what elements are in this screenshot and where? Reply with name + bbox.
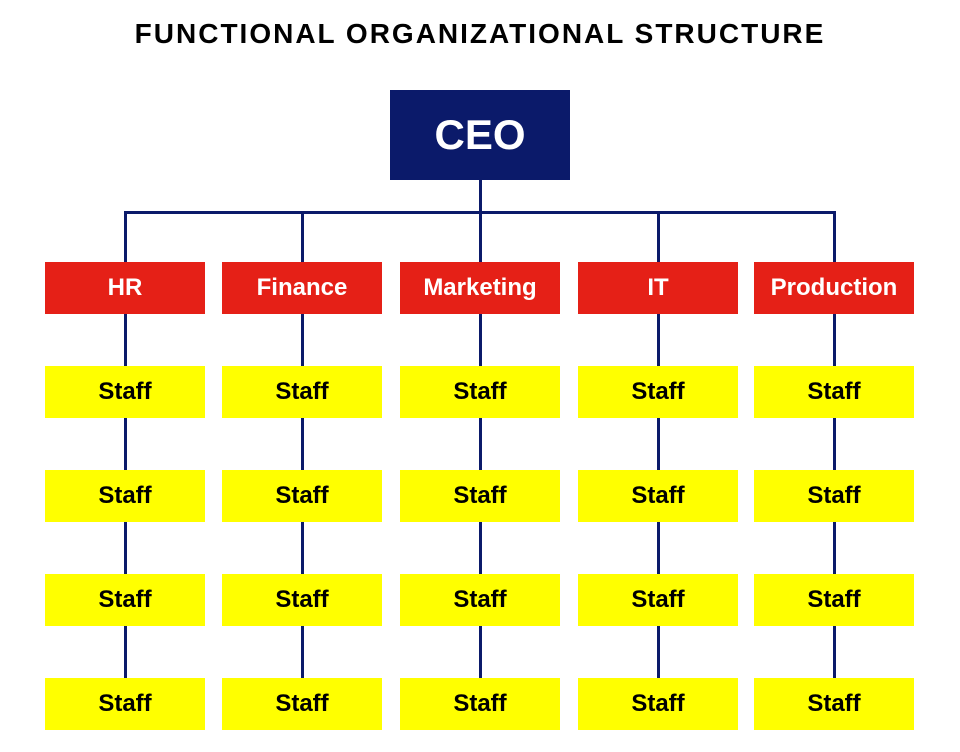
- staff-box: Staff: [754, 574, 914, 626]
- staff-box: Staff: [578, 574, 738, 626]
- staff-box-label: Staff: [275, 690, 328, 718]
- dept-box-production: Production: [754, 262, 914, 314]
- staff-box: Staff: [400, 574, 560, 626]
- dept-box-marketing-label: Marketing: [423, 274, 536, 302]
- staff-box: Staff: [754, 470, 914, 522]
- staff-box: Staff: [222, 678, 382, 730]
- conn-bus-dept-4: [833, 211, 836, 262]
- staff-box: Staff: [45, 678, 205, 730]
- staff-box-label: Staff: [631, 586, 684, 614]
- dept-box-marketing: Marketing: [400, 262, 560, 314]
- staff-box: Staff: [45, 574, 205, 626]
- staff-box: Staff: [222, 366, 382, 418]
- staff-box: Staff: [45, 366, 205, 418]
- staff-box: Staff: [578, 366, 738, 418]
- staff-box: Staff: [754, 366, 914, 418]
- staff-box-label: Staff: [453, 690, 506, 718]
- staff-box-label: Staff: [631, 482, 684, 510]
- staff-box-label: Staff: [453, 586, 506, 614]
- staff-box-label: Staff: [453, 378, 506, 406]
- dept-box-it: IT: [578, 262, 738, 314]
- staff-box-label: Staff: [98, 690, 151, 718]
- staff-box: Staff: [578, 678, 738, 730]
- staff-box-label: Staff: [98, 378, 151, 406]
- dept-box-hr: HR: [45, 262, 205, 314]
- staff-box-label: Staff: [631, 690, 684, 718]
- staff-box-label: Staff: [98, 586, 151, 614]
- staff-box-label: Staff: [631, 378, 684, 406]
- dept-box-it-label: IT: [647, 274, 668, 302]
- dept-box-hr-label: HR: [108, 274, 143, 302]
- conn-bus-dept-1: [301, 211, 304, 262]
- staff-box-label: Staff: [98, 482, 151, 510]
- staff-box-label: Staff: [275, 482, 328, 510]
- staff-box-label: Staff: [275, 586, 328, 614]
- staff-box-label: Staff: [453, 482, 506, 510]
- ceo-box: CEO: [390, 90, 570, 180]
- ceo-box-label: CEO: [434, 111, 525, 159]
- staff-box: Staff: [578, 470, 738, 522]
- org-chart: CEO HR Finance Marketing IT Production Staff St…: [30, 80, 930, 740]
- staff-box-label: Staff: [807, 690, 860, 718]
- staff-box: Staff: [45, 470, 205, 522]
- staff-box: Staff: [400, 470, 560, 522]
- staff-box: Staff: [400, 678, 560, 730]
- staff-box-label: Staff: [275, 378, 328, 406]
- page-title: FUNCTIONAL ORGANIZATIONAL STRUCTURE: [0, 18, 960, 50]
- conn-ceo-down: [479, 180, 482, 214]
- dept-box-finance-label: Finance: [257, 274, 348, 302]
- staff-box: Staff: [222, 470, 382, 522]
- conn-bus-dept-3: [657, 211, 660, 262]
- staff-box-label: Staff: [807, 586, 860, 614]
- staff-box: Staff: [222, 574, 382, 626]
- staff-box-label: Staff: [807, 378, 860, 406]
- staff-box-label: Staff: [807, 482, 860, 510]
- conn-bus-dept-0: [124, 211, 127, 262]
- staff-box: Staff: [754, 678, 914, 730]
- conn-bus-dept-2: [479, 211, 482, 262]
- dept-box-finance: Finance: [222, 262, 382, 314]
- staff-box: Staff: [400, 366, 560, 418]
- dept-box-production-label: Production: [771, 274, 898, 302]
